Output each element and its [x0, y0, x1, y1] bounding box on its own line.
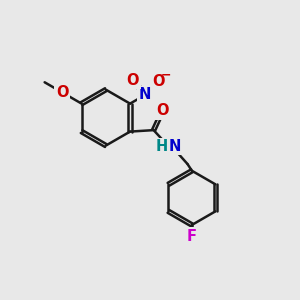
Text: O: O [56, 85, 69, 100]
Text: N: N [139, 87, 152, 102]
Text: O: O [127, 73, 139, 88]
Text: O: O [152, 74, 165, 89]
Text: H: H [155, 139, 168, 154]
Text: N: N [169, 139, 181, 154]
Text: −: − [161, 69, 171, 82]
Text: O: O [156, 103, 169, 118]
Text: F: F [187, 229, 197, 244]
